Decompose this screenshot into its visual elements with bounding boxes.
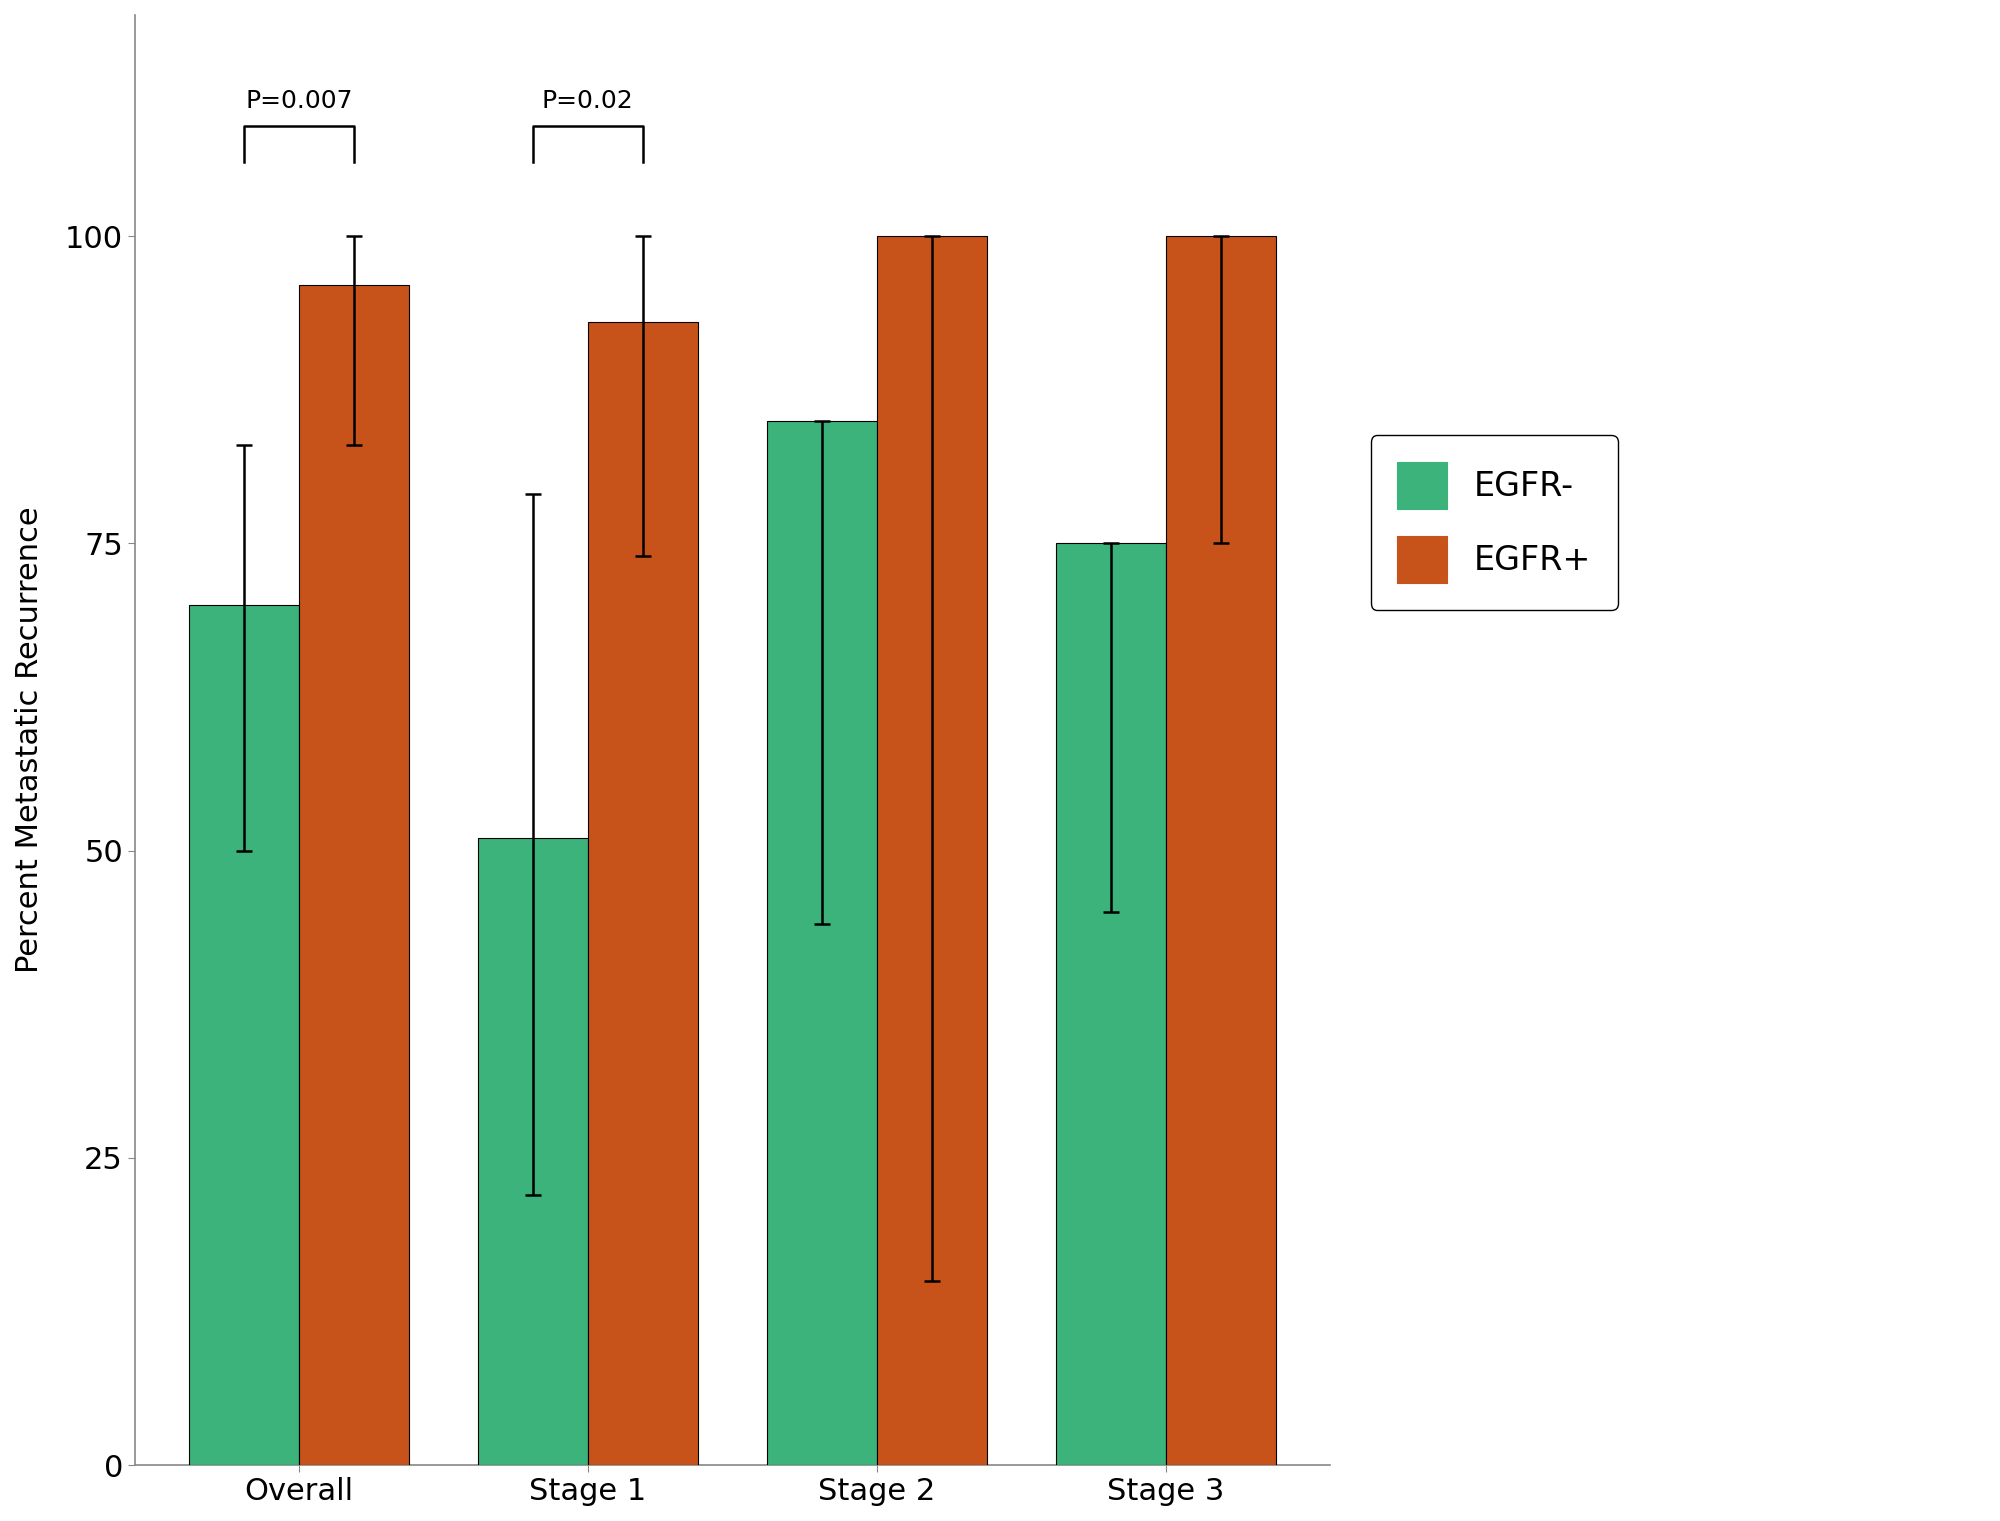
Bar [768,421,876,1465]
Bar [1166,236,1276,1465]
Y-axis label: Percent Metastatic Recurrence: Percent Metastatic Recurrence [16,506,44,973]
Text: P=0.007: P=0.007 [246,90,352,114]
Bar [876,236,986,1465]
Bar [588,322,698,1465]
Bar [1056,543,1166,1465]
Text: P=0.02: P=0.02 [542,90,634,114]
Bar [478,838,588,1465]
Bar [298,286,408,1465]
Legend: EGFR-, EGFR+: EGFR-, EGFR+ [1370,435,1618,610]
Bar [190,605,298,1465]
